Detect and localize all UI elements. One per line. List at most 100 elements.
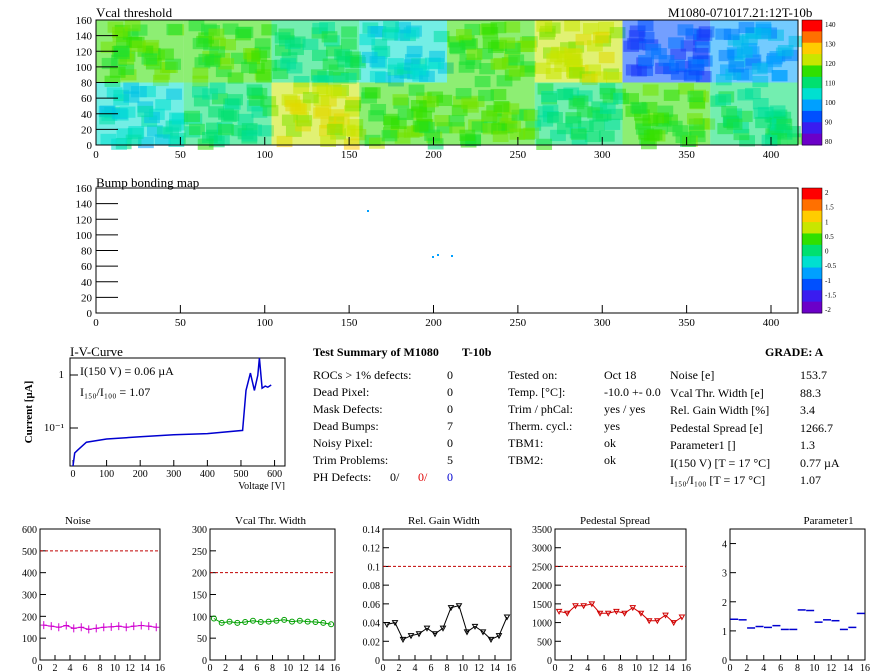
x-tick-label: 0: [38, 663, 43, 672]
x-tick-label: 14: [843, 663, 853, 672]
y-tick-label: 2000: [532, 581, 552, 592]
summary-title-text: Test Summary of M1080: [313, 345, 439, 359]
data-point: [115, 622, 122, 631]
grade-label: GRADE: A: [765, 345, 824, 359]
x-tick-label: 50: [175, 317, 187, 329]
palette-bin: [802, 76, 822, 89]
y-tick-label: 0: [722, 656, 727, 667]
summary-mid-label: TBM1:: [508, 436, 544, 450]
data-point: [662, 612, 669, 619]
data-point: [328, 621, 335, 628]
x-tick-label: 8: [98, 663, 103, 672]
palette-bin: [802, 222, 822, 234]
x-tick-label: 8: [618, 663, 623, 672]
y-tick-label: 0: [32, 656, 37, 667]
bump-bonding-map: 0 50 100 150 200 250 300 350 4000204060801001201…: [76, 183, 837, 329]
x-tick-label: 2: [569, 663, 574, 672]
summary-left-label: Mask Defects:: [313, 402, 383, 416]
data-point: [503, 614, 511, 621]
y-tick-label: 200: [22, 612, 37, 623]
summary-mid-label: Tested on:: [508, 368, 558, 382]
palette-tick-label: 1: [825, 218, 829, 226]
summary-left-label: ROCs > 1% defects:: [313, 368, 412, 382]
y-tick-label: 0.04: [363, 619, 381, 630]
ph-defects-value-2: 0/: [418, 470, 428, 484]
y-tick-label: 140: [76, 199, 93, 211]
y-tick-label: 3: [722, 569, 727, 580]
y-tick-label: 300: [22, 591, 37, 602]
data-point: [431, 631, 439, 638]
y-tick-label: 40: [81, 109, 93, 121]
y-tick-label: 1500: [532, 600, 552, 611]
data-point: [678, 614, 686, 621]
data-point: [563, 610, 571, 617]
summary-mid-value: yes / yes: [604, 402, 646, 416]
x-tick-label: 4: [239, 663, 244, 672]
palette-tick-label: -1: [825, 277, 831, 285]
data-point: [100, 623, 107, 632]
y-tick-label: 3000: [532, 544, 552, 555]
palette-bin: [802, 244, 822, 257]
data-point: [471, 623, 479, 630]
data-point: [637, 610, 645, 617]
x-tick-label: 8: [795, 663, 800, 672]
data-point: [123, 623, 130, 632]
palette-bin: [802, 42, 822, 55]
y-tick-label: 250: [192, 547, 207, 558]
palette-tick-label: 2: [825, 189, 829, 197]
iv-title: I-V-Curve: [70, 344, 123, 359]
summary-right-label: Pedestal Spread [e]: [670, 420, 763, 435]
summary-left-value: 7: [447, 419, 453, 433]
palette-bin: [802, 88, 822, 101]
x-tick-label: 0: [553, 663, 558, 672]
y-tick-label: 600: [22, 525, 37, 536]
chart-pedestal-spread: Pedestal Spread 0 500 1000 1500 2000 2500 3000 3…: [532, 515, 691, 672]
palette-tick-label: 100: [825, 99, 836, 107]
chart-title: Parameter1: [804, 515, 854, 527]
x-tick-label: 10: [458, 663, 468, 672]
summary-left-label: Dead Bumps:: [313, 419, 379, 433]
summary-left-label: Noisy Pixel:: [313, 436, 373, 450]
palette-tick-label: 90: [825, 119, 833, 127]
chart-title: Rel. Gain Width: [408, 515, 480, 527]
summary-right-value: 153.7: [800, 368, 827, 382]
palette-bin: [802, 31, 822, 44]
x-tick-label: 16: [506, 663, 516, 672]
x-tick-label: 4: [413, 663, 418, 672]
x-tick-label: 200: [425, 149, 442, 161]
data-point: [391, 620, 399, 627]
summary-title: Test Summary of M1080 T-10b: [313, 345, 491, 360]
palette-tick-label: 0: [825, 248, 829, 256]
data-point: [108, 622, 115, 631]
iv-x-tick-label: 500: [233, 469, 248, 480]
x-tick-label: 50: [175, 149, 187, 161]
data-point: [249, 617, 256, 624]
data-point: [423, 625, 431, 632]
x-tick-label: 150: [341, 317, 358, 329]
palette-tick-label: 120: [825, 60, 836, 68]
summary-mid-value: Oct 18: [604, 368, 637, 382]
dead-bump-pixel: [367, 210, 369, 212]
x-tick-label: 12: [648, 663, 658, 672]
palette-bin: [802, 233, 822, 246]
y-tick-label: 0.1: [368, 562, 381, 573]
bump-frame: [95, 187, 799, 314]
y-tick-label: 100: [22, 634, 37, 645]
y-tick-label: 120: [76, 46, 93, 58]
x-tick-label: 0: [208, 663, 213, 672]
y-tick-label: 120: [76, 214, 93, 226]
palette-tick-label: 130: [825, 41, 836, 49]
iv-x-tick-label: 200: [133, 469, 148, 480]
data-point: [463, 629, 471, 636]
x-tick-label: 10: [809, 663, 819, 672]
x-tick-label: 2: [397, 663, 402, 672]
iv-x-tick-label: 0: [71, 469, 76, 480]
data-point: [487, 636, 495, 643]
palette-bin: [802, 65, 822, 78]
x-tick-label: 300: [594, 149, 611, 161]
x-tick-label: 150: [341, 149, 358, 161]
palette-bin: [802, 278, 822, 291]
y-tick-label: 2: [722, 598, 727, 609]
summary-mid-value: ok: [604, 436, 616, 450]
data-point: [281, 616, 288, 623]
